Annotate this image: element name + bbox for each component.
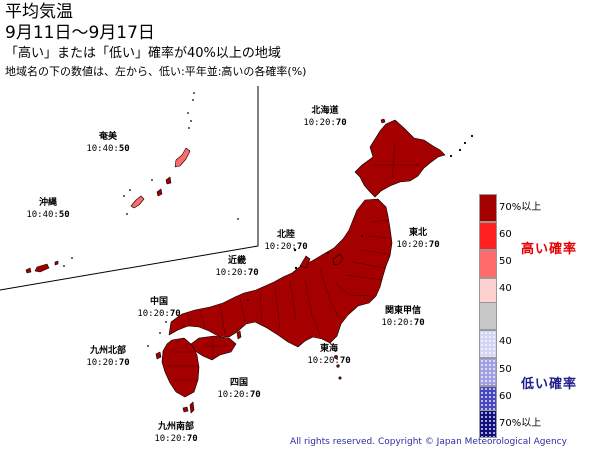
region-probabilities: 10:20:70 (137, 309, 181, 319)
legend-label-high-40: 40 (499, 283, 512, 294)
goto-islands (155, 351, 162, 360)
legend-swatch-low-40 (479, 330, 497, 358)
value-explanation: 地域名の下の数値は、左から、低い:平年並:高いの各確率(%) (5, 65, 307, 78)
legend-low-probability-title: 低い確率 (521, 377, 578, 392)
legend-label-low-70: 70%以上 (499, 418, 542, 429)
region-probabilities: 10:20:70 (264, 242, 308, 252)
region-probabilities: 10:20:70 (381, 318, 425, 328)
legend-label-low-60: 60 (499, 391, 512, 402)
legend-swatch-normal (479, 302, 497, 330)
copyright-notice: All rights reserved. Copyright © Japan M… (290, 437, 567, 447)
region-name: 四国 (229, 378, 248, 388)
region-probabilities: 10:20:70 (86, 358, 130, 368)
awaji-island (236, 330, 242, 340)
legend-label-low-40: 40 (499, 336, 512, 347)
forecast-period: 9月11日～9月17日 (5, 23, 155, 43)
map-subtitle: 「高い」または「低い」確率が40%以上の地域 (5, 46, 281, 61)
hokkaido-area (354, 119, 446, 198)
noto-peninsula (299, 255, 311, 269)
legend-high-probability-title: 高い確率 (521, 242, 578, 257)
amami-islands (174, 147, 191, 168)
region-probabilities: 10:20:70 (215, 268, 259, 278)
tanegashima-island (189, 401, 195, 414)
region-name: 東海 (319, 344, 338, 354)
prefecture-lines (168, 141, 420, 381)
region-probabilities: 10:40:50 (26, 210, 70, 220)
region-kanto-koshin: 関東甲信 10:20:70 (381, 305, 424, 329)
legend-label-high-50: 50 (499, 256, 512, 267)
region-name: 北陸 (276, 230, 295, 240)
region-name: 沖縄 (38, 198, 57, 208)
legend-swatch-high-60 (479, 222, 497, 250)
map-title: 平均気温 (5, 2, 73, 22)
region-name: 中国 (149, 297, 168, 307)
region-okinawa: 沖縄 10:40:50 (26, 197, 69, 221)
legend-swatch-low-50 (479, 358, 497, 386)
region-amami: 奄美 10:40:50 (86, 131, 129, 155)
okinawa-islands (130, 195, 145, 209)
sado-island (332, 253, 344, 266)
region-hokkaido: 北海道 10:20:70 (303, 105, 346, 129)
region-name: 近畿 (227, 256, 246, 266)
region-kyushu-north: 九州北部 10:20:70 (86, 345, 129, 369)
land-areas (25, 118, 446, 414)
inset-border (0, 86, 259, 291)
kyushu-area (161, 337, 200, 398)
legend-label-high-70: 70%以上 (499, 202, 542, 213)
honshu-area (168, 198, 393, 348)
legend-label-high-60: 60 (499, 229, 512, 240)
region-probabilities: 10:20:70 (217, 390, 261, 400)
region-hokuriku: 北陸 10:20:70 (264, 229, 307, 253)
legend-label-low-50: 50 (499, 364, 512, 375)
shikoku-area (190, 335, 237, 361)
region-name: 奄美 (98, 132, 117, 142)
region-chugoku: 中国 10:20:70 (137, 296, 180, 320)
region-probabilities: 10:20:70 (307, 356, 351, 366)
region-tokai: 東海 10:20:70 (307, 343, 350, 367)
legend-swatch-high-70 (479, 194, 497, 222)
region-shikoku: 四国 10:20:70 (217, 377, 260, 401)
region-kyushu-south: 九州南部 10:20:70 (154, 421, 197, 445)
yakushima-island (182, 406, 189, 413)
region-probabilities: 10:40:50 (86, 144, 130, 154)
region-name: 九州北部 (89, 346, 126, 356)
region-probabilities: 10:20:70 (303, 118, 347, 128)
region-probabilities: 10:20:70 (154, 434, 198, 444)
legend-swatch-high-50 (479, 250, 497, 278)
legend-swatch-low-70 (479, 410, 497, 438)
region-name: 九州南部 (157, 422, 194, 432)
rishiri-island (380, 118, 386, 124)
region-tohoku: 東北 10:20:70 (396, 227, 439, 251)
region-kinki: 近畿 10:20:70 (215, 255, 258, 279)
region-name: 関東甲信 (384, 306, 421, 316)
small-islets (63, 92, 474, 347)
region-probabilities: 10:20:70 (396, 240, 440, 250)
region-name: 東北 (408, 228, 427, 238)
region-name: 北海道 (311, 106, 339, 116)
